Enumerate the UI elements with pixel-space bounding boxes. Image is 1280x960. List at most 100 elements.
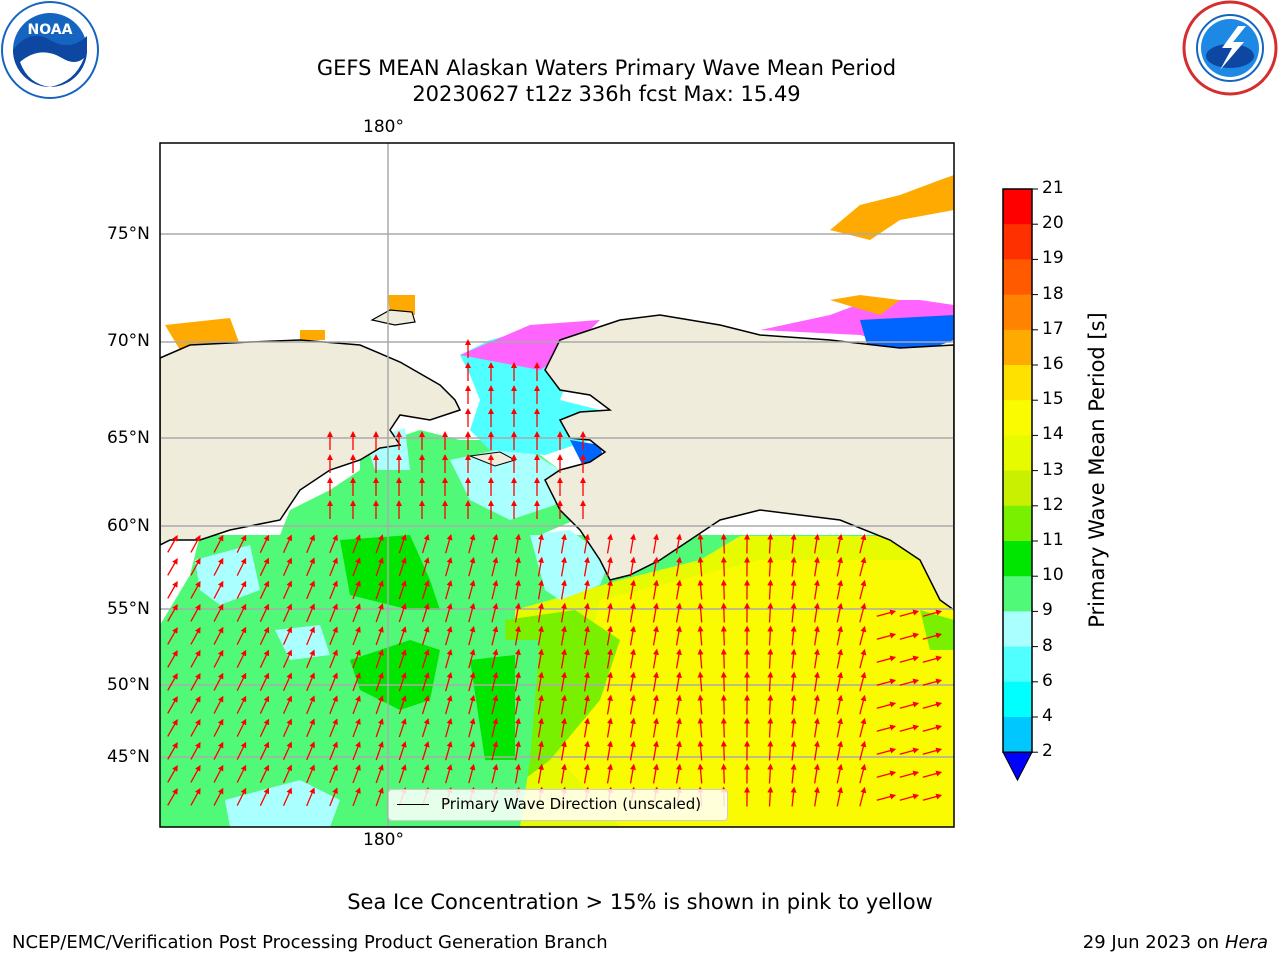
wave-arrow — [790, 763, 797, 784]
wave-arrow — [537, 625, 544, 646]
wave-arrow — [190, 718, 201, 737]
wave-arrow — [445, 533, 453, 554]
wave-arrow — [259, 764, 270, 783]
lat-label-75: 75°N — [107, 224, 150, 244]
wave-arrow — [236, 649, 247, 668]
wave-arrow — [859, 717, 867, 738]
wave-arrow — [675, 625, 682, 646]
wave-arrow — [167, 788, 178, 806]
wave-arrow — [720, 763, 727, 784]
wave-arrow — [652, 671, 659, 692]
wave-arrow — [813, 579, 820, 600]
wave-arrow — [629, 602, 636, 623]
wave-arrow — [652, 694, 659, 715]
wave-arrow — [190, 672, 201, 691]
wave-arrow — [236, 557, 247, 576]
wave-arrow — [514, 717, 521, 738]
wave-arrow — [445, 671, 453, 692]
colorbar-tick-label: 9 — [1042, 600, 1053, 621]
wave-arrow — [537, 579, 544, 600]
wave-arrow — [813, 763, 820, 784]
wave-arrow — [697, 671, 704, 692]
wave-arrow — [697, 625, 704, 646]
wave-arrow — [922, 701, 943, 709]
colorbar-segment — [1003, 329, 1032, 366]
wave-arrow — [329, 695, 338, 715]
wave-arrow — [537, 556, 544, 577]
wave-arrow — [790, 625, 797, 646]
wave-arrow — [675, 671, 682, 692]
wave-arrow — [876, 701, 897, 709]
colorbar-tick-label: 8 — [1042, 635, 1053, 656]
wave-arrow — [767, 648, 774, 669]
wave-arrow — [282, 649, 292, 669]
wave-arrow — [675, 648, 682, 669]
land-masses — [160, 309, 954, 611]
wave-arrow — [859, 763, 867, 784]
wave-arrow — [213, 534, 224, 553]
wave-arrow — [259, 626, 270, 645]
wave-arrow — [720, 671, 727, 692]
wave-arrow — [767, 671, 774, 692]
wave-arrow — [352, 718, 361, 738]
colorbar-tick-label: 16 — [1042, 354, 1064, 374]
wave-arrow — [282, 718, 292, 738]
wave-arrow — [813, 717, 820, 738]
wave-arrow — [190, 626, 201, 645]
wave-arrow — [899, 793, 920, 801]
wave-arrow — [514, 556, 521, 577]
wave-arrow — [583, 694, 590, 715]
wave-arrow — [375, 649, 384, 669]
wave-arrow — [652, 602, 659, 623]
wave-arrow — [720, 579, 727, 600]
wave-arrow — [468, 648, 476, 669]
wave-arrow — [259, 787, 270, 806]
chart-title: GEFS MEAN Alaskan Waters Primary Wave Me… — [316, 56, 897, 80]
wave-arrow — [767, 533, 774, 554]
wave-arrow — [537, 671, 544, 692]
lon-label-bottom: 180° — [363, 830, 404, 850]
colorbar-tick-label: 17 — [1042, 318, 1064, 339]
wave-arrow — [859, 740, 867, 761]
wave-arrow — [259, 718, 270, 737]
wave-arrow — [922, 770, 943, 778]
wave-arrow — [352, 626, 361, 646]
wave-arrow — [606, 648, 613, 669]
wave-arrow — [352, 787, 361, 807]
wave-arrow — [491, 579, 499, 600]
wave-arrow — [583, 648, 590, 669]
wave-arrow — [236, 695, 247, 714]
wave-arrow — [375, 695, 384, 715]
wave-arrow — [468, 602, 476, 623]
wave-arrow — [813, 671, 820, 692]
wave-arrow — [790, 556, 797, 577]
wave-arrow — [813, 648, 820, 669]
wave-arrow — [899, 678, 920, 686]
colorbar-tick-label: 14 — [1042, 424, 1064, 445]
wave-arrow — [213, 718, 224, 737]
colorbar-segment — [1003, 224, 1032, 260]
wave-arrow — [836, 740, 844, 761]
wave-arrow — [398, 603, 407, 623]
wave-arrow — [306, 787, 315, 807]
colorbar-tick-label: 20 — [1042, 213, 1064, 234]
colorbar-tick-label: 18 — [1042, 283, 1064, 304]
wave-arrow — [514, 602, 521, 623]
wave-arrow — [421, 534, 430, 554]
wave-arrow — [629, 556, 636, 577]
wave-arrow — [629, 648, 636, 669]
wave-arrow — [236, 672, 247, 691]
wave-arrow — [675, 556, 682, 577]
wave-arrow — [537, 602, 544, 623]
noaa-logo-text: NOAA — [28, 22, 73, 38]
colorbar-segment — [1003, 646, 1032, 683]
wave-arrow — [445, 556, 453, 577]
colorbar-tick-label: 4 — [1042, 706, 1053, 726]
wave-arrow — [652, 556, 659, 577]
wave-arrow — [899, 655, 920, 663]
wave-arrow — [629, 740, 636, 761]
sea-ice-caption: Sea Ice Concentration > 15% is shown in … — [347, 890, 933, 914]
wave-arrow — [282, 557, 292, 577]
wave-arrow — [352, 764, 361, 784]
colorbar-tick-label: 2 — [1042, 741, 1053, 762]
